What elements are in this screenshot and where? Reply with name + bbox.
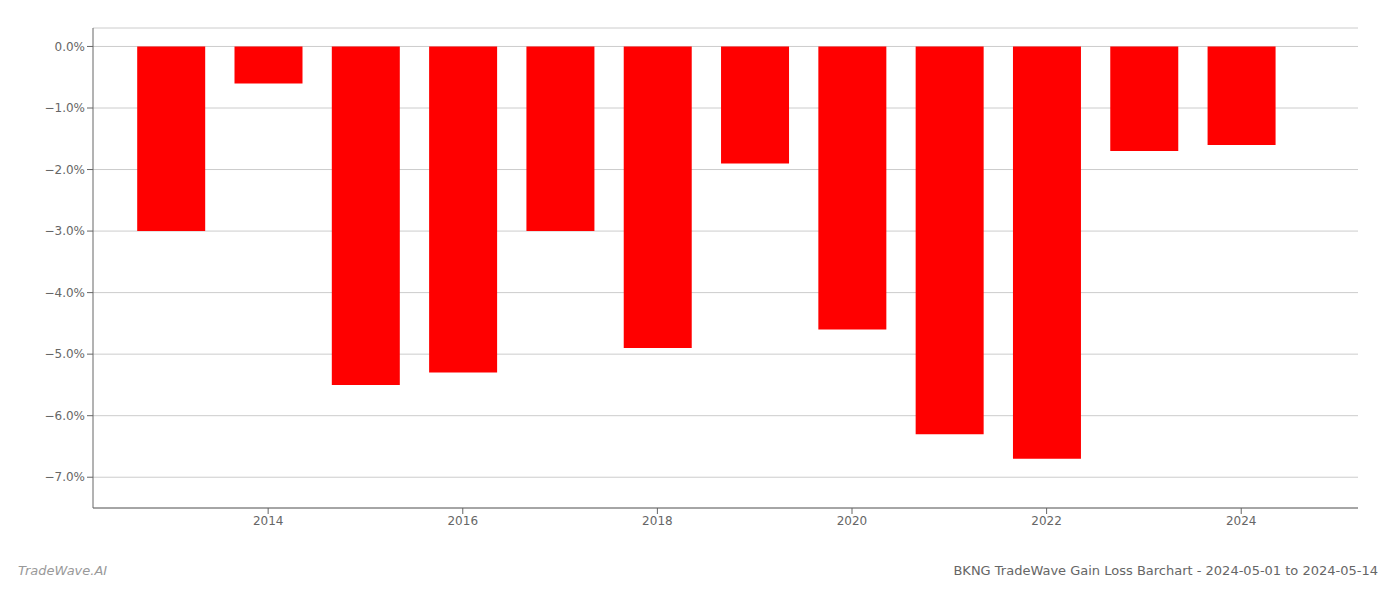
svg-text:−2.0%: −2.0% <box>44 163 85 177</box>
svg-text:2020: 2020 <box>837 514 868 528</box>
svg-text:2018: 2018 <box>642 514 673 528</box>
svg-text:−4.0%: −4.0% <box>44 286 85 300</box>
svg-text:0.0%: 0.0% <box>55 40 86 54</box>
svg-text:2022: 2022 <box>1031 514 1062 528</box>
svg-text:−7.0%: −7.0% <box>44 470 85 484</box>
html-text:BKNG TradeWave Gain Loss Barch: BKNG TradeWave Gain Loss Barchart - 2024… <box>953 563 1378 578</box>
svg-text:2014: 2014 <box>253 514 284 528</box>
svg-text:−6.0%: −6.0% <box>44 409 85 423</box>
svg-text:−5.0%: −5.0% <box>44 347 85 361</box>
svg-text:−3.0%: −3.0% <box>44 224 85 238</box>
html-text:TradeWave.AI: TradeWave.AI <box>18 563 108 578</box>
svg-text:2024: 2024 <box>1226 514 1257 528</box>
svg-text:−1.0%: −1.0% <box>44 101 85 115</box>
svg-text:2016: 2016 <box>447 514 478 528</box>
